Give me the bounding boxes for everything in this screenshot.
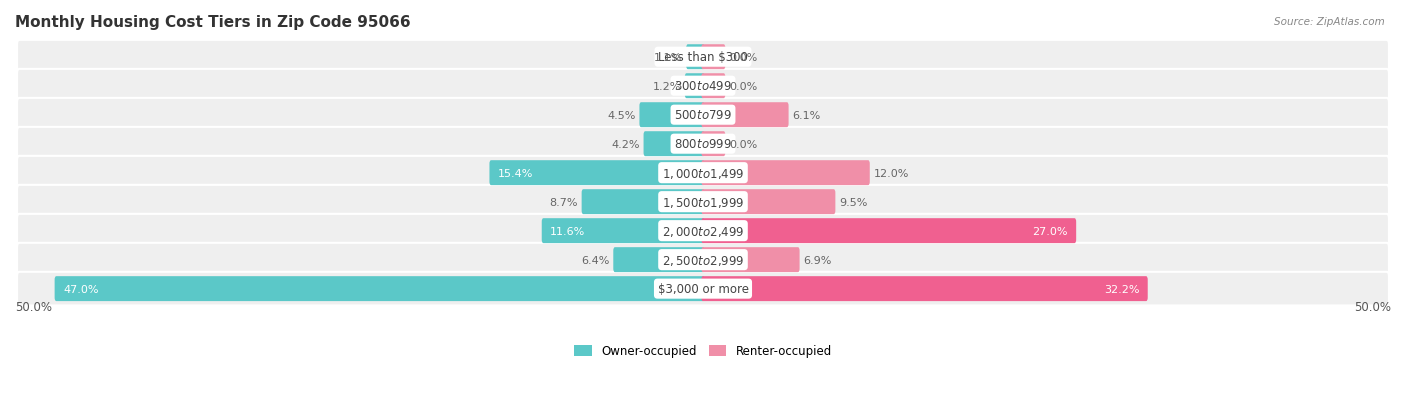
- FancyBboxPatch shape: [702, 247, 800, 273]
- Text: 0.0%: 0.0%: [730, 139, 758, 150]
- Text: $300 to $499: $300 to $499: [673, 80, 733, 93]
- Text: Source: ZipAtlas.com: Source: ZipAtlas.com: [1274, 17, 1385, 26]
- FancyBboxPatch shape: [17, 185, 1389, 219]
- Text: 12.0%: 12.0%: [873, 168, 910, 178]
- FancyBboxPatch shape: [702, 161, 870, 186]
- Text: 0.0%: 0.0%: [730, 81, 758, 91]
- FancyBboxPatch shape: [702, 132, 725, 157]
- FancyBboxPatch shape: [686, 45, 704, 70]
- FancyBboxPatch shape: [17, 272, 1389, 306]
- Text: 1.2%: 1.2%: [652, 81, 681, 91]
- Text: 1.1%: 1.1%: [654, 52, 682, 62]
- FancyBboxPatch shape: [489, 161, 704, 186]
- Text: $2,000 to $2,499: $2,000 to $2,499: [662, 224, 744, 238]
- Legend: Owner-occupied, Renter-occupied: Owner-occupied, Renter-occupied: [569, 340, 837, 362]
- FancyBboxPatch shape: [55, 276, 704, 301]
- FancyBboxPatch shape: [613, 247, 704, 273]
- FancyBboxPatch shape: [702, 276, 1147, 301]
- Text: $2,500 to $2,999: $2,500 to $2,999: [662, 253, 744, 267]
- FancyBboxPatch shape: [685, 74, 704, 99]
- FancyBboxPatch shape: [17, 41, 1389, 74]
- FancyBboxPatch shape: [17, 99, 1389, 132]
- FancyBboxPatch shape: [702, 74, 725, 99]
- Text: 11.6%: 11.6%: [550, 226, 585, 236]
- FancyBboxPatch shape: [640, 103, 704, 128]
- Text: 4.5%: 4.5%: [607, 110, 636, 121]
- FancyBboxPatch shape: [702, 190, 835, 215]
- Text: $1,500 to $1,999: $1,500 to $1,999: [662, 195, 744, 209]
- Text: $3,000 or more: $3,000 or more: [658, 282, 748, 295]
- Text: 6.1%: 6.1%: [793, 110, 821, 121]
- Text: 32.2%: 32.2%: [1104, 284, 1139, 294]
- Text: 6.9%: 6.9%: [803, 255, 832, 265]
- Text: 4.2%: 4.2%: [612, 139, 640, 150]
- Text: 47.0%: 47.0%: [63, 284, 98, 294]
- Text: 27.0%: 27.0%: [1032, 226, 1067, 236]
- Text: 6.4%: 6.4%: [581, 255, 609, 265]
- FancyBboxPatch shape: [702, 218, 1076, 244]
- FancyBboxPatch shape: [17, 128, 1389, 161]
- FancyBboxPatch shape: [702, 45, 725, 70]
- Text: $1,000 to $1,499: $1,000 to $1,499: [662, 166, 744, 180]
- Text: 15.4%: 15.4%: [498, 168, 533, 178]
- FancyBboxPatch shape: [702, 103, 789, 128]
- Text: 9.5%: 9.5%: [839, 197, 868, 207]
- Text: $500 to $799: $500 to $799: [673, 109, 733, 122]
- FancyBboxPatch shape: [17, 157, 1389, 190]
- FancyBboxPatch shape: [17, 243, 1389, 277]
- FancyBboxPatch shape: [644, 132, 704, 157]
- Text: $800 to $999: $800 to $999: [673, 138, 733, 151]
- Text: 50.0%: 50.0%: [15, 300, 52, 313]
- Text: Less than $300: Less than $300: [658, 51, 748, 64]
- Text: 50.0%: 50.0%: [1354, 300, 1391, 313]
- FancyBboxPatch shape: [541, 218, 704, 244]
- Text: Monthly Housing Cost Tiers in Zip Code 95066: Monthly Housing Cost Tiers in Zip Code 9…: [15, 15, 411, 30]
- Text: 0.0%: 0.0%: [730, 52, 758, 62]
- FancyBboxPatch shape: [582, 190, 704, 215]
- Text: 8.7%: 8.7%: [550, 197, 578, 207]
- FancyBboxPatch shape: [17, 70, 1389, 103]
- FancyBboxPatch shape: [17, 214, 1389, 248]
